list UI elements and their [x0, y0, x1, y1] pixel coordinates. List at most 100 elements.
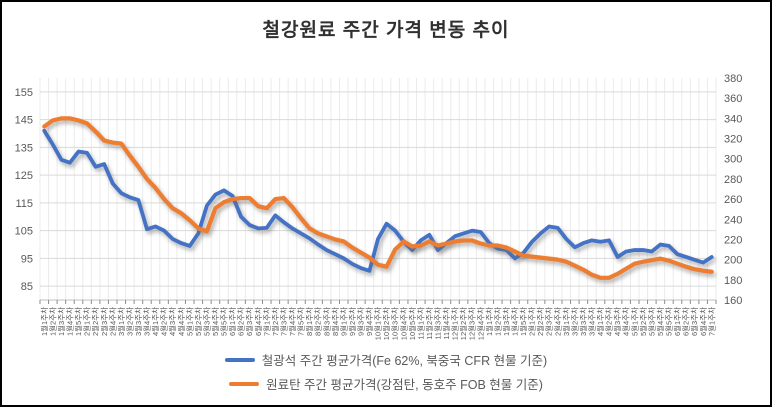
svg-text:3월2주차: 3월2주차 [124, 307, 134, 336]
svg-text:320: 320 [724, 134, 742, 146]
svg-text:9월2주차: 9월2주차 [347, 307, 357, 336]
svg-text:105: 105 [15, 226, 33, 238]
svg-text:3월4주차: 3월4주차 [587, 307, 597, 336]
right-axis-labels: 160 180 200 220 240 260 280 300 320 340 360 380 [724, 73, 742, 307]
svg-text:360: 360 [724, 93, 742, 105]
svg-text:6월3주차: 6월3주차 [244, 307, 254, 336]
svg-text:260: 260 [724, 194, 742, 206]
svg-text:7월5주차: 7월5주차 [296, 307, 306, 336]
svg-text:125: 125 [15, 170, 33, 182]
svg-text:3월4주차: 3월4주차 [142, 307, 152, 336]
x-axis [39, 299, 717, 304]
svg-text:380: 380 [724, 73, 742, 85]
svg-text:8월3주차: 8월3주차 [321, 307, 331, 336]
svg-text:1월2주차: 1월2주차 [492, 307, 502, 336]
svg-text:12월3주차: 12월3주차 [467, 307, 477, 340]
iron-ore-line-marker [224, 357, 255, 362]
svg-text:3월3주차: 3월3주차 [133, 307, 143, 336]
svg-text:300: 300 [724, 154, 742, 166]
legend-item-iron-ore[interactable]: 철광석 주간 평균가격(Fe 62%, 북중국 CFR 현물 기준) [224, 348, 548, 371]
svg-text:6월2주차: 6월2주차 [236, 307, 246, 336]
iron-ore-line [42, 128, 714, 273]
svg-text:1월1주차: 1월1주차 [484, 307, 494, 336]
svg-text:6월1주차: 6월1주차 [227, 307, 237, 336]
svg-text:1월2주차: 1월2주차 [47, 307, 57, 336]
svg-text:2월4주차: 2월4주차 [552, 307, 562, 336]
svg-text:135: 135 [15, 142, 33, 154]
svg-text:11월1주차: 11월1주차 [415, 307, 425, 340]
svg-text:4월1주차: 4월1주차 [595, 307, 605, 336]
svg-text:2월1주차: 2월1주차 [82, 307, 92, 336]
svg-text:8월4주차: 8월4주차 [330, 307, 340, 336]
legend: 철광석 주간 평균가격(Fe 62%, 북중국 CFR 현물 기준) 원료탄 주… [2, 348, 770, 395]
svg-text:5월5주차: 5월5주차 [219, 307, 229, 336]
svg-text:10월1주차: 10월1주차 [373, 307, 383, 340]
svg-text:220: 220 [724, 234, 742, 246]
svg-text:4월2주차: 4월2주차 [159, 307, 169, 336]
coking-coal-line-marker [229, 381, 260, 386]
svg-text:2월2주차: 2월2주차 [535, 307, 545, 336]
svg-text:6월1주차: 6월1주차 [672, 307, 682, 336]
iron-ore-legend-label: 철광석 주간 평균가격(Fe 62%, 북중국 CFR 현물 기준) [261, 354, 548, 368]
svg-text:5월4주차: 5월4주차 [655, 307, 665, 336]
svg-text:10월3주차: 10월3주차 [390, 307, 400, 340]
svg-text:240: 240 [724, 214, 742, 226]
svg-text:2월3주차: 2월3주차 [544, 307, 554, 336]
svg-text:7월3주차: 7월3주차 [278, 307, 288, 336]
svg-text:1월3주차: 1월3주차 [56, 307, 66, 336]
svg-text:6월3주차: 6월3주차 [689, 307, 699, 336]
svg-text:200: 200 [724, 255, 742, 267]
svg-text:85: 85 [21, 281, 33, 293]
svg-text:5월1주차: 5월1주차 [629, 307, 639, 336]
svg-text:6월4주차: 6월4주차 [253, 307, 263, 336]
svg-text:10월4주차: 10월4주차 [398, 307, 408, 340]
svg-text:7월2주차: 7월2주차 [270, 307, 280, 336]
svg-text:7월1주차: 7월1주차 [706, 307, 716, 336]
svg-text:2월2주차: 2월2주차 [90, 307, 100, 336]
svg-text:5월3주차: 5월3주차 [646, 307, 656, 336]
svg-text:1월3주차: 1월3주차 [501, 307, 511, 336]
svg-text:155: 155 [15, 87, 33, 99]
svg-text:9월3주차: 9월3주차 [355, 307, 365, 336]
svg-text:4월4주차: 4월4주차 [621, 307, 631, 336]
svg-text:2월3주차: 2월3주차 [99, 307, 109, 336]
coking-coal-line [42, 116, 714, 280]
svg-text:6월4주차: 6월4주차 [698, 307, 708, 336]
svg-text:4월2주차: 4월2주차 [604, 307, 614, 336]
svg-text:12월1주차: 12월1주차 [450, 307, 460, 340]
svg-text:1월4주차: 1월4주차 [510, 307, 520, 336]
chart-title: 철강원료 주간 가격 변동 추이 [262, 20, 510, 41]
svg-text:5월1주차: 5월1주차 [184, 307, 194, 336]
svg-text:280: 280 [724, 174, 742, 186]
svg-text:11월2주차: 11월2주차 [424, 307, 434, 340]
svg-text:9월4주차: 9월4주차 [364, 307, 374, 336]
svg-text:12월4주차: 12월4주차 [475, 307, 485, 340]
svg-text:1월5주차: 1월5주차 [518, 307, 528, 336]
svg-text:4월3주차: 4월3주차 [167, 307, 177, 336]
svg-text:180: 180 [724, 275, 742, 287]
svg-text:2월4주차: 2월4주차 [107, 307, 117, 336]
svg-text:145: 145 [15, 115, 33, 127]
svg-text:6월2주차: 6월2주차 [681, 307, 691, 336]
svg-text:5월5주차: 5월5주차 [664, 307, 674, 336]
svg-text:12월2주차: 12월2주차 [458, 307, 468, 340]
svg-text:160: 160 [724, 295, 742, 307]
svg-text:2월1주차: 2월1주차 [527, 307, 537, 336]
svg-text:11월3주차: 11월3주차 [432, 307, 442, 340]
svg-text:5월2주차: 5월2주차 [193, 307, 203, 336]
svg-text:11월4주차: 11월4주차 [441, 307, 451, 340]
svg-text:1월1주차: 1월1주차 [39, 307, 49, 336]
svg-text:7월1주차: 7월1주차 [261, 307, 271, 336]
x-axis-labels: 1월1주차 1월2주차 1월3주차 1월4주차 1월5주차 2월1주차 2월2주차 2월3주차… [39, 307, 716, 340]
left-axis-labels: 85 95 105 115 125 135 145 155 [15, 87, 33, 293]
svg-text:4월1주차: 4월1주차 [150, 307, 160, 336]
svg-text:8월2주차: 8월2주차 [313, 307, 323, 336]
svg-text:115: 115 [15, 198, 33, 210]
svg-text:7월4주차: 7월4주차 [287, 307, 297, 336]
legend-item-coking-coal[interactable]: 원료탄 주간 평균가격(강점탄, 동호주 FOB 현물 기준) [229, 372, 543, 395]
svg-text:10월5주차: 10월5주차 [407, 307, 417, 340]
svg-text:3월1주차: 3월1주차 [561, 307, 571, 336]
svg-text:3월2주차: 3월2주차 [569, 307, 579, 336]
